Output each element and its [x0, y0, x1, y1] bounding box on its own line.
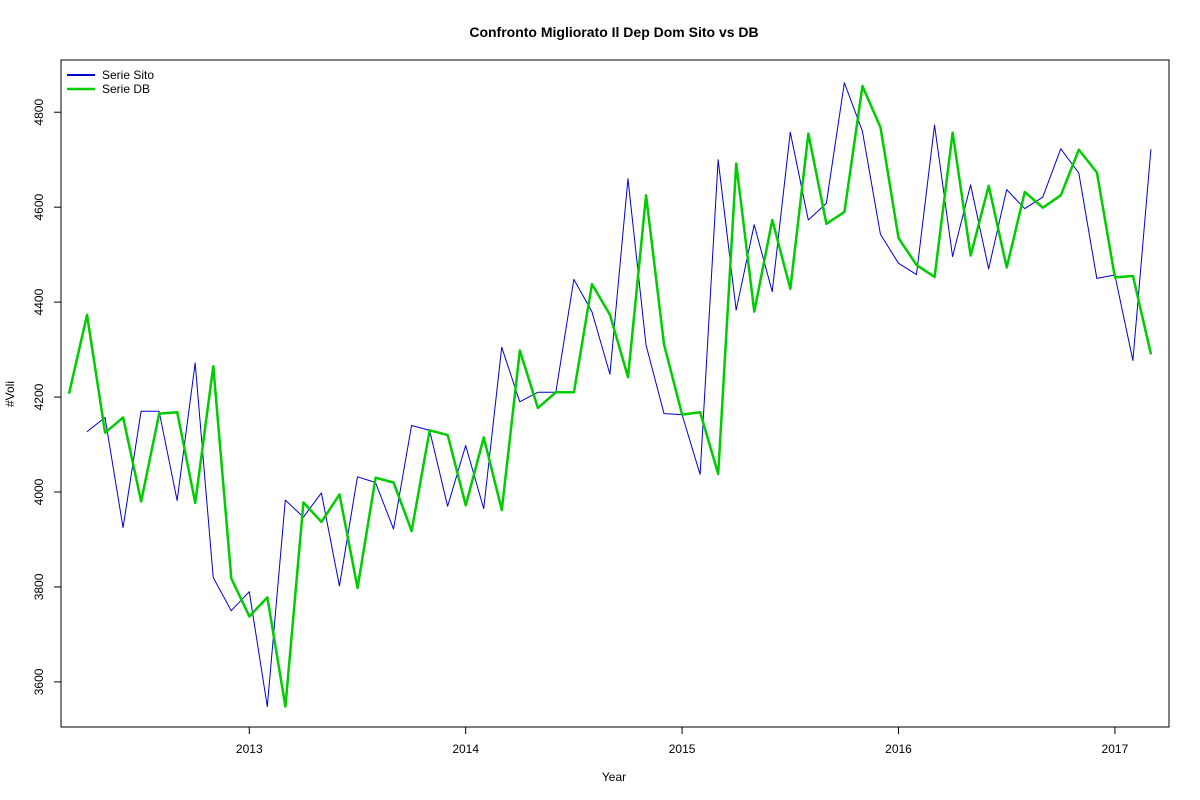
series-line-1: [86, 82, 1152, 708]
legend-label-2: Serie DB: [102, 82, 150, 96]
plot-frame: [60, 59, 1170, 728]
x-axis-label: Year: [602, 770, 626, 784]
x-tick-label-2016: 2016: [885, 742, 912, 756]
x-tick-label-2015: 2015: [669, 742, 696, 756]
x-tick-label-2017: 2017: [1102, 742, 1129, 756]
y-axis-label: #Voli: [3, 381, 17, 407]
x-tick-label-2014: 2014: [452, 742, 479, 756]
x-tick-label-2013: 2013: [236, 742, 263, 756]
y-tick-label-4400: 4400: [32, 288, 46, 315]
series-layer: [67, 82, 1153, 708]
x-axis: 2013 2014 2015 2016 2017: [236, 727, 1129, 756]
y-tick-label-3600: 3600: [32, 668, 46, 695]
legend-label-1: Serie Sito: [102, 68, 154, 82]
series-line-2: [67, 84, 1153, 708]
y-tick-label-4600: 4600: [32, 193, 46, 220]
y-tick-label-4200: 4200: [32, 383, 46, 410]
y-axis: 3600 3800 4000 4200 4400 4600 4800: [32, 99, 61, 695]
y-tick-label-3800: 3800: [32, 573, 46, 600]
y-tick-label-4000: 4000: [32, 478, 46, 505]
y-tick-label-4800: 4800: [32, 99, 46, 126]
chart-title: Confronto Migliorato Il Dep Dom Sito vs …: [469, 24, 758, 40]
